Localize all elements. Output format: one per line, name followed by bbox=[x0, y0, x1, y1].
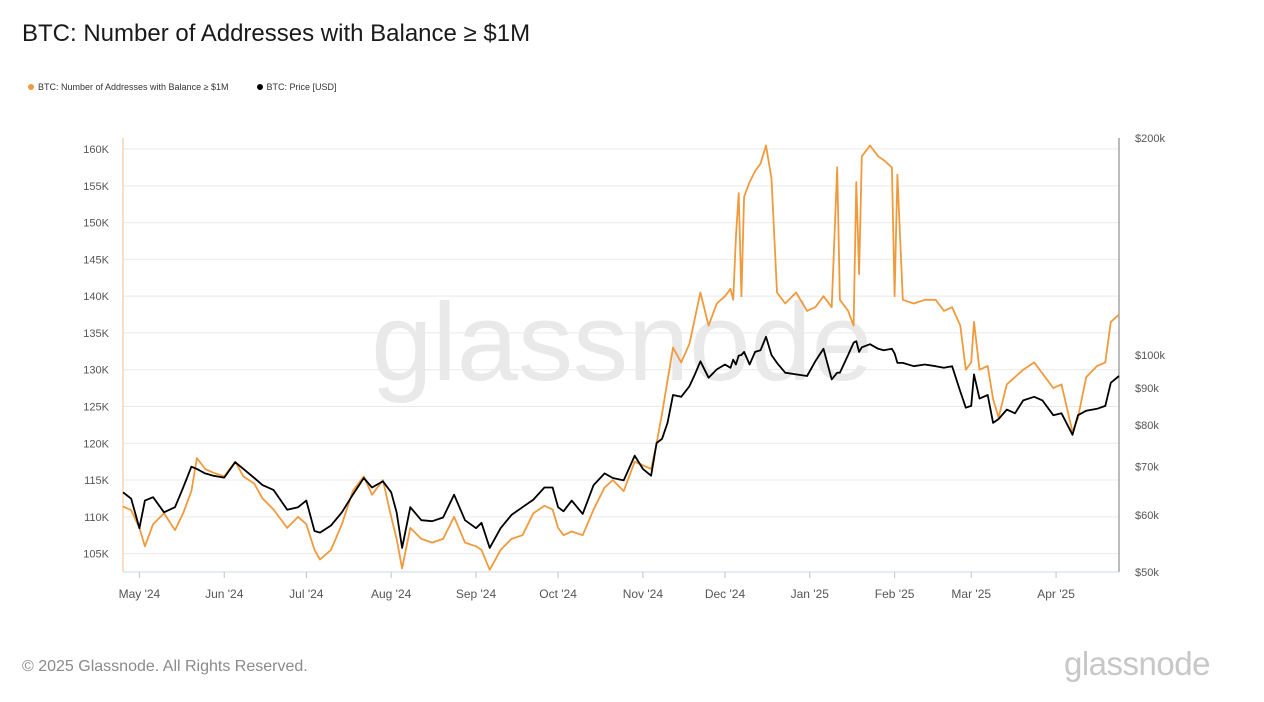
x-tick-label: Jan '25 bbox=[791, 587, 830, 601]
x-tick-label: Feb '25 bbox=[875, 587, 915, 601]
legend-swatch-price bbox=[256, 84, 263, 90]
y-left-tick-label: 145K bbox=[83, 254, 109, 266]
y-left-tick-label: 110K bbox=[84, 512, 110, 524]
x-tick-label: Jun '24 bbox=[205, 587, 244, 601]
chart-legend: BTC: Number of Addresses with Balance ≥ … bbox=[28, 82, 337, 92]
footer-copyright: © 2025 Glassnode. All Rights Reserved. bbox=[22, 658, 308, 675]
y-left-tick-label: 130K bbox=[83, 365, 109, 377]
y-left-tick-label: 140K bbox=[83, 291, 109, 303]
y-left-tick-label: 125K bbox=[83, 401, 109, 413]
series-lines bbox=[122, 144, 1120, 571]
legend-item-price[interactable]: BTC: Price [USD] bbox=[256, 82, 337, 92]
chart-title: BTC: Number of Addresses with Balance ≥ … bbox=[22, 20, 531, 47]
footer-logo: glassnode bbox=[1064, 645, 1210, 682]
x-tick-label: Oct '24 bbox=[539, 587, 577, 601]
chart-watermark: glassnode bbox=[371, 281, 873, 404]
x-tick-label: Nov '24 bbox=[623, 587, 664, 601]
chart-canvas[interactable]: glassnode 105K 110K 115K 120K 125K 130K 135K 14… bbox=[0, 0, 1264, 620]
x-tick-label: Dec '24 bbox=[705, 587, 746, 601]
y-right-tick-label: $60k bbox=[1135, 510, 1159, 522]
series-line-addresses bbox=[122, 144, 1120, 571]
y-right-tick-label: $80k bbox=[1135, 420, 1159, 432]
y-left-tick-label: 150K bbox=[83, 218, 109, 230]
legend-label-price: BTC: Price [USD] bbox=[266, 82, 337, 92]
y-right-tick-label: $200k bbox=[1135, 133, 1165, 145]
y-left-tick-label: 120K bbox=[83, 438, 109, 450]
y-right-tick-label: $50k bbox=[1135, 567, 1159, 579]
x-tick-label: Jul '24 bbox=[289, 587, 324, 601]
y-left-tick-label: 160K bbox=[83, 144, 109, 156]
legend-label-addresses: BTC: Number of Addresses with Balance ≥ … bbox=[38, 82, 229, 92]
x-tick-label: Mar '25 bbox=[951, 587, 991, 601]
axes: 105K 110K 115K 120K 125K 130K 135K 140K 145K 150K… bbox=[83, 133, 1165, 601]
x-tick-label: Sep '24 bbox=[456, 587, 497, 601]
y-left-tick-label: 115K bbox=[84, 475, 110, 487]
legend-swatch-addresses bbox=[28, 84, 34, 90]
legend-item-addresses[interactable]: BTC: Number of Addresses with Balance ≥ … bbox=[28, 82, 229, 92]
y-left-tick-label: 135K bbox=[83, 328, 109, 340]
y-right-tick-label: $90k bbox=[1135, 383, 1159, 395]
x-tick-label: May '24 bbox=[119, 587, 161, 601]
series-line-price bbox=[122, 335, 1120, 549]
x-tick-label: Aug '24 bbox=[371, 587, 412, 601]
y-right-tick-label: $70k bbox=[1135, 462, 1159, 474]
y-left-tick-label: 105K bbox=[83, 549, 109, 561]
x-tick-label: Apr '25 bbox=[1037, 587, 1075, 601]
y-left-tick-label: 155K bbox=[83, 181, 109, 193]
y-right-tick-label: $100k bbox=[1135, 350, 1165, 362]
